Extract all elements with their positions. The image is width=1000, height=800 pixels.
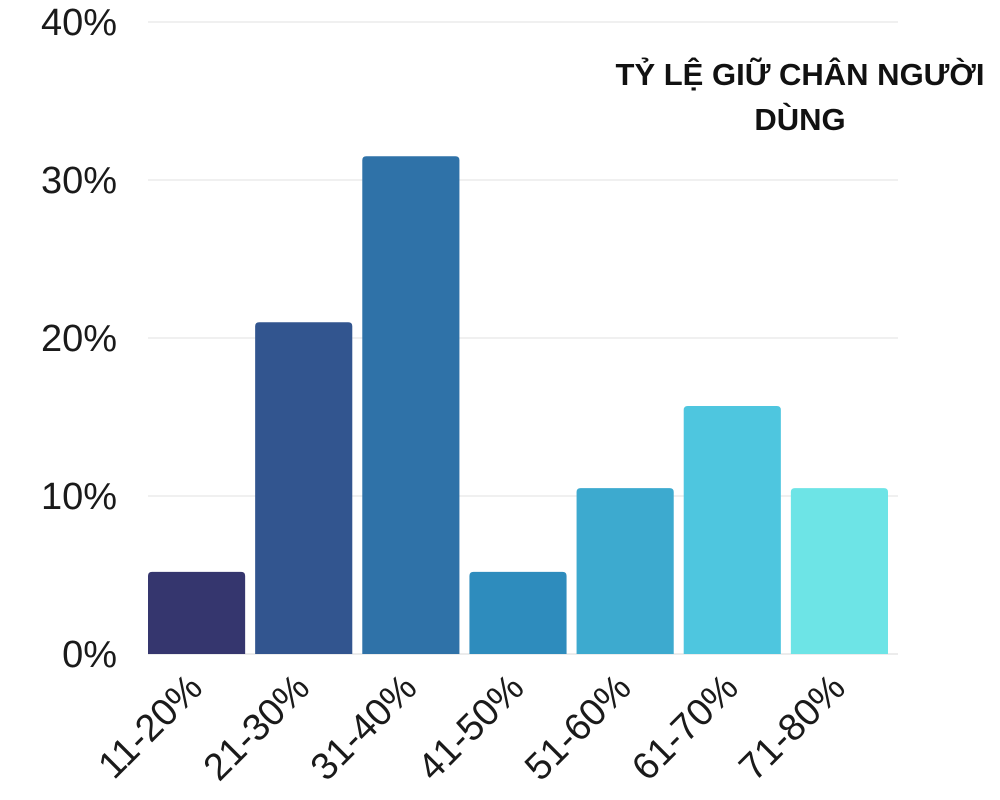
y-tick-label: 20%	[41, 318, 117, 360]
y-axis-ticks: 0% 10% 20% 30% 40%	[41, 2, 117, 676]
y-tick-label: 30%	[41, 160, 117, 202]
bars	[148, 156, 888, 655]
y-tick-label: 40%	[41, 2, 117, 44]
x-axis-ticks: 11-20%21-30%31-40%41-50%51-60%61-70%71-8…	[91, 667, 854, 789]
x-tick-label: 71-80%	[731, 667, 853, 789]
x-tick-label: 51-60%	[517, 667, 639, 789]
chart-title: TỶ LỆ GIỮ CHÂN NGƯỜI DÙNG	[615, 57, 985, 137]
y-tick-label: 10%	[41, 476, 117, 518]
bar-41-50%	[469, 571, 567, 654]
x-tick-label: 41-50%	[410, 667, 532, 789]
y-tick-label: 0%	[62, 634, 117, 676]
x-tick-label: 21-30%	[196, 667, 318, 789]
x-tick-label: 11-20%	[91, 667, 211, 787]
bar-61-70%	[683, 405, 781, 654]
bar-51-60%	[576, 488, 674, 654]
x-tick-label: 31-40%	[303, 667, 425, 789]
bar-11-20%	[148, 571, 246, 654]
x-tick-label: 61-70%	[624, 667, 746, 789]
bar-21-30%	[255, 322, 353, 654]
bar-31-40%	[362, 156, 460, 655]
bar-71-80%	[790, 488, 888, 654]
